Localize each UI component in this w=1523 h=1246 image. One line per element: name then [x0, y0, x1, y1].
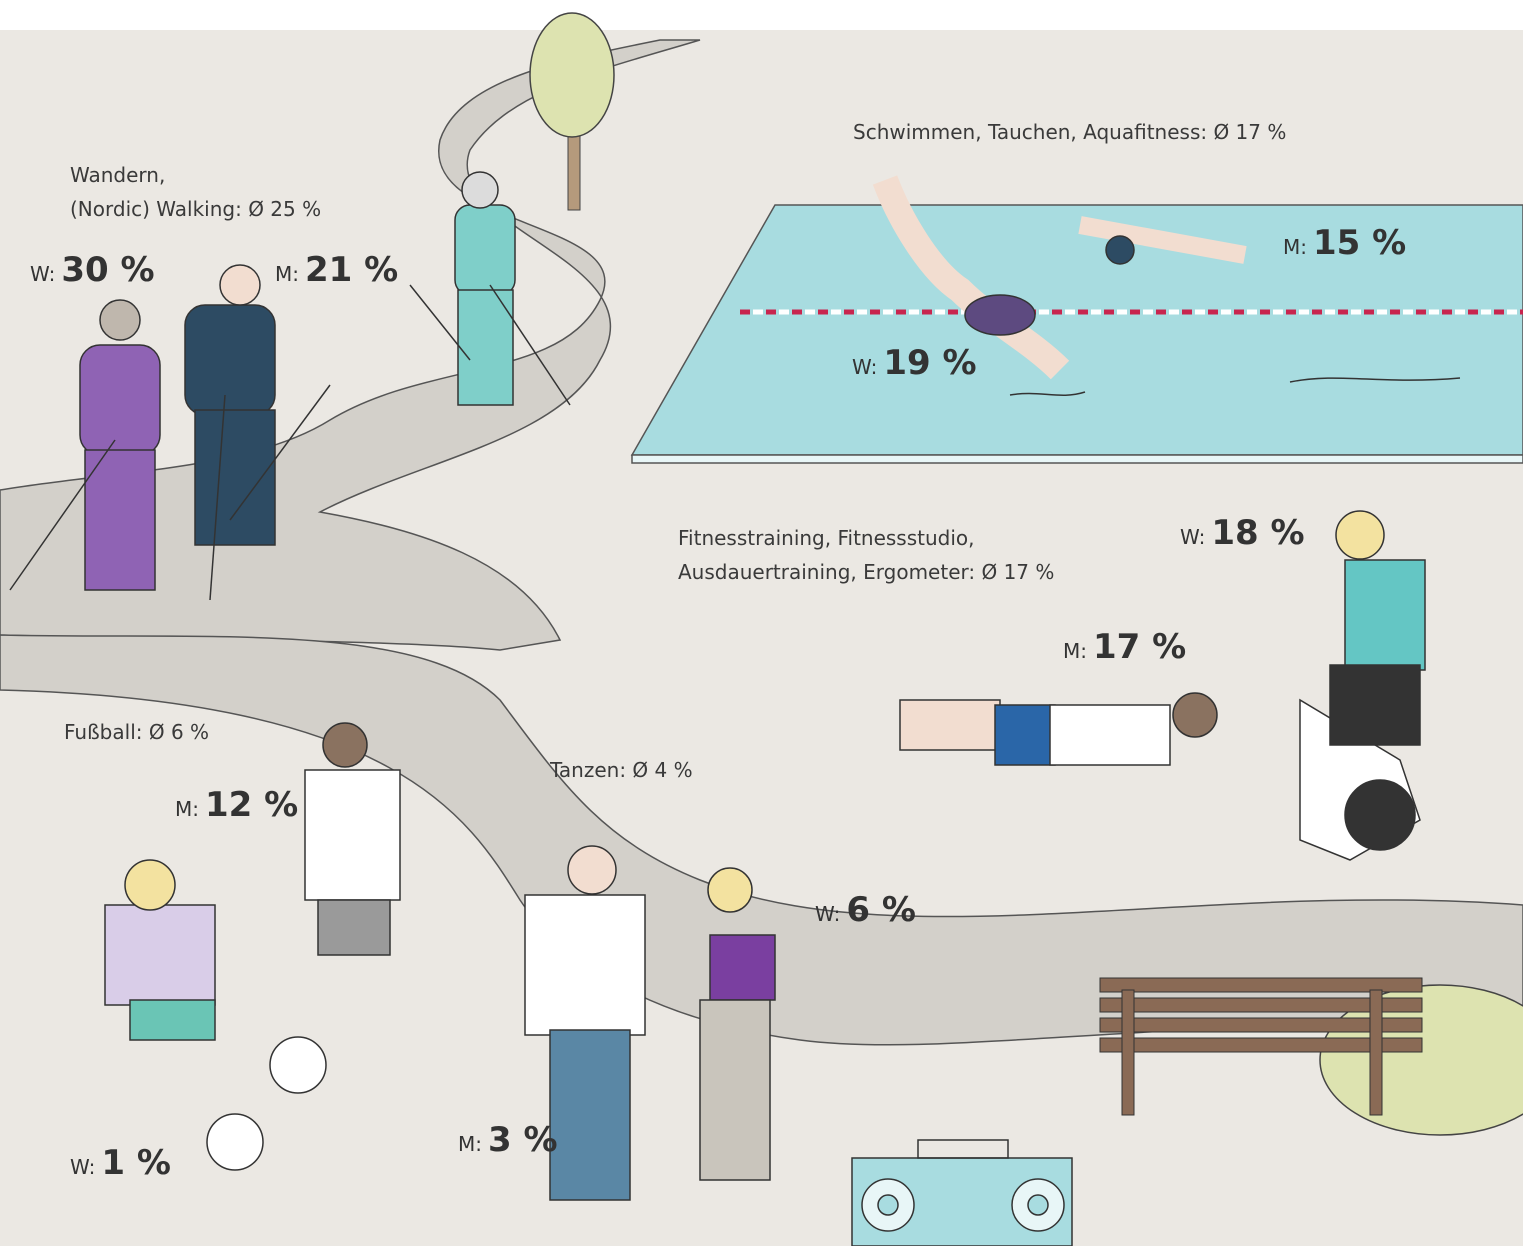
prefix: M: [175, 797, 199, 821]
percentage: 3 % [488, 1120, 558, 1160]
prefix: M: [458, 1132, 482, 1156]
prefix: W: [70, 1155, 95, 1179]
pool-edge [632, 455, 1523, 463]
football-women: W:1 % [70, 1143, 171, 1183]
label-line: Fußball: Ø 6 % [64, 715, 209, 749]
percentage: 6 % [846, 890, 916, 930]
label-line: Fitnesstraining, Fitnessstudio, [678, 521, 1054, 555]
percentage: 21 % [305, 250, 398, 290]
label-line: Schwimmen, Tauchen, Aquafitness: Ø 17 % [853, 115, 1286, 149]
walking-label: Wandern,(Nordic) Walking: Ø 25 % [70, 158, 321, 226]
dancing-women: W:6 % [815, 890, 916, 930]
prefix: M: [1063, 639, 1087, 663]
label-line: Ausdauertraining, Ergometer: Ø 17 % [678, 555, 1054, 589]
dancing-men: M:3 % [458, 1120, 558, 1160]
tree-crown [530, 13, 614, 137]
walking-men: M:21 % [275, 250, 398, 290]
infographic: Wandern,(Nordic) Walking: Ø 25 % W:30 % … [0, 0, 1523, 1246]
prefix: W: [852, 355, 877, 379]
percentage: 1 % [101, 1143, 171, 1183]
football-label: Fußball: Ø 6 % [64, 715, 209, 749]
fitness-men: M:17 % [1063, 627, 1186, 667]
label-line: Tanzen: Ø 4 % [550, 753, 693, 787]
prefix: W: [30, 262, 55, 286]
percentage: 30 % [61, 250, 154, 290]
percentage: 15 % [1313, 223, 1406, 263]
percentage: 12 % [205, 785, 298, 825]
percentage: 18 % [1211, 513, 1304, 553]
prefix: W: [1180, 525, 1205, 549]
prefix: M: [275, 262, 299, 286]
fitness-women: W:18 % [1180, 513, 1305, 553]
label-line: (Nordic) Walking: Ø 25 % [70, 192, 321, 226]
prefix: M: [1283, 235, 1307, 259]
football-men: M:12 % [175, 785, 298, 825]
label-line: Wandern, [70, 158, 321, 192]
fitness-label: Fitnesstraining, Fitnessstudio,Ausdauert… [678, 521, 1054, 589]
swimming-women: W:19 % [852, 343, 977, 383]
walking-women: W:30 % [30, 250, 155, 290]
swimming-men: M:15 % [1283, 223, 1406, 263]
percentage: 17 % [1093, 627, 1186, 667]
dancing-label: Tanzen: Ø 4 % [550, 753, 693, 787]
percentage: 19 % [883, 343, 976, 383]
prefix: W: [815, 902, 840, 926]
swimming-label: Schwimmen, Tauchen, Aquafitness: Ø 17 % [853, 115, 1286, 149]
